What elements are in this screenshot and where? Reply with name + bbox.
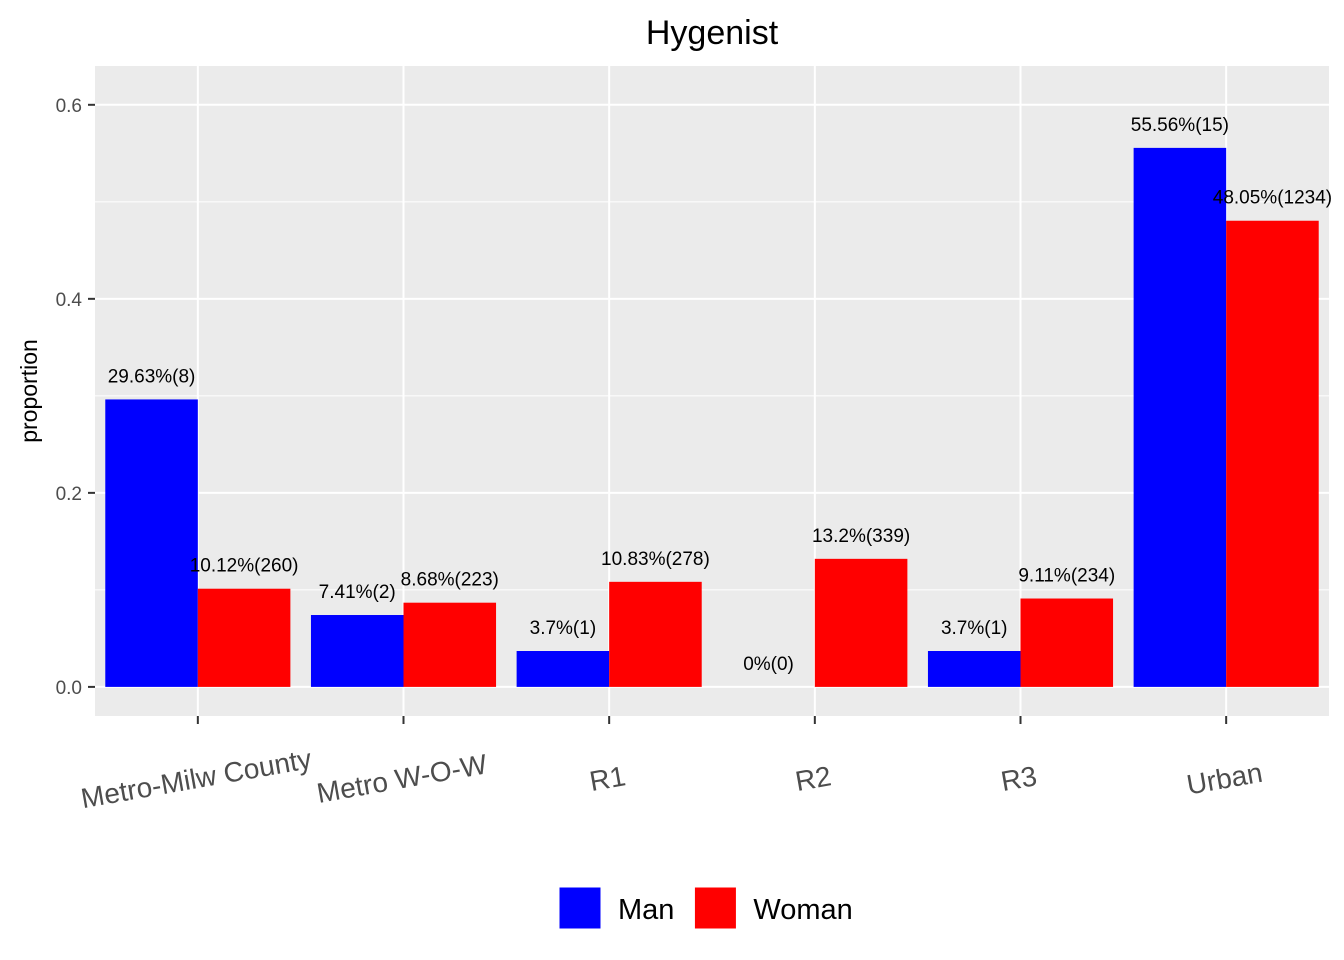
- data-label-man-3: 3.7%(1): [530, 618, 597, 639]
- x-axis: Metro-Milw County Metro W-O-W R1 R2 R3 Urban: [79, 716, 1265, 814]
- chart-title: Hygenist: [646, 14, 779, 52]
- bar-man-1: [105, 399, 198, 687]
- y-tick-label: 0.4: [56, 290, 83, 311]
- x-tick-label: Metro W-O-W: [314, 748, 489, 809]
- data-label-woman-6: 48.05%(1234): [1213, 188, 1332, 209]
- bars: [105, 147, 1319, 687]
- y-tick-label: 0.2: [56, 484, 82, 505]
- x-tick-label: Urban: [1184, 757, 1264, 801]
- data-label-woman-4: 13.2%(339): [812, 526, 910, 547]
- plot-panel: [95, 66, 1329, 716]
- data-label-woman-1: 10.12%(260): [190, 556, 299, 577]
- data-label-man-2: 7.41%(2): [319, 582, 396, 603]
- data-label-woman-2: 8.68%(223): [401, 570, 499, 591]
- legend-label-man: Man: [618, 894, 674, 926]
- legend-swatch-man: [558, 886, 602, 930]
- bar-man-5: [927, 651, 1021, 687]
- bar-woman-3: [609, 581, 702, 687]
- data-label-man-1: 29.63%(8): [108, 366, 196, 387]
- y-axis: 0.0 0.2 0.4 0.6: [56, 96, 95, 699]
- data-label-man-5: 3.7%(1): [941, 618, 1008, 639]
- legend-label-woman: Woman: [753, 894, 852, 926]
- legend: Man Woman: [558, 886, 853, 930]
- data-label-man-4: 0%(0): [743, 654, 794, 675]
- data-labels: 29.63%(8) 7.41%(2) 3.7%(1) 0%(0) 3.7%(1) 55.5…: [108, 115, 1332, 675]
- bar-woman-5: [1020, 598, 1114, 687]
- y-tick-label: 0.0: [56, 678, 82, 699]
- x-tick-label: R2: [793, 760, 834, 797]
- data-label-woman-3: 10.83%(278): [601, 549, 710, 570]
- bar-woman-2: [403, 602, 497, 687]
- data-label-man-6: 55.56%(15): [1131, 115, 1229, 136]
- y-tick-label: 0.6: [56, 96, 82, 117]
- bar-woman-6: [1226, 220, 1319, 687]
- x-tick-label: Metro-Milw County: [79, 743, 314, 814]
- bar-man-3: [516, 651, 610, 687]
- legend-swatch-woman: [693, 886, 737, 930]
- y-axis-title: proportion: [16, 339, 42, 443]
- bar-woman-1: [197, 588, 291, 687]
- x-tick-label: R1: [587, 760, 628, 797]
- x-tick-label: R3: [999, 760, 1040, 797]
- bar-man-6: [1133, 147, 1227, 687]
- bar-woman-4: [814, 558, 908, 687]
- data-label-woman-5: 9.11%(234): [1018, 566, 1115, 587]
- bar-man-2: [310, 615, 404, 687]
